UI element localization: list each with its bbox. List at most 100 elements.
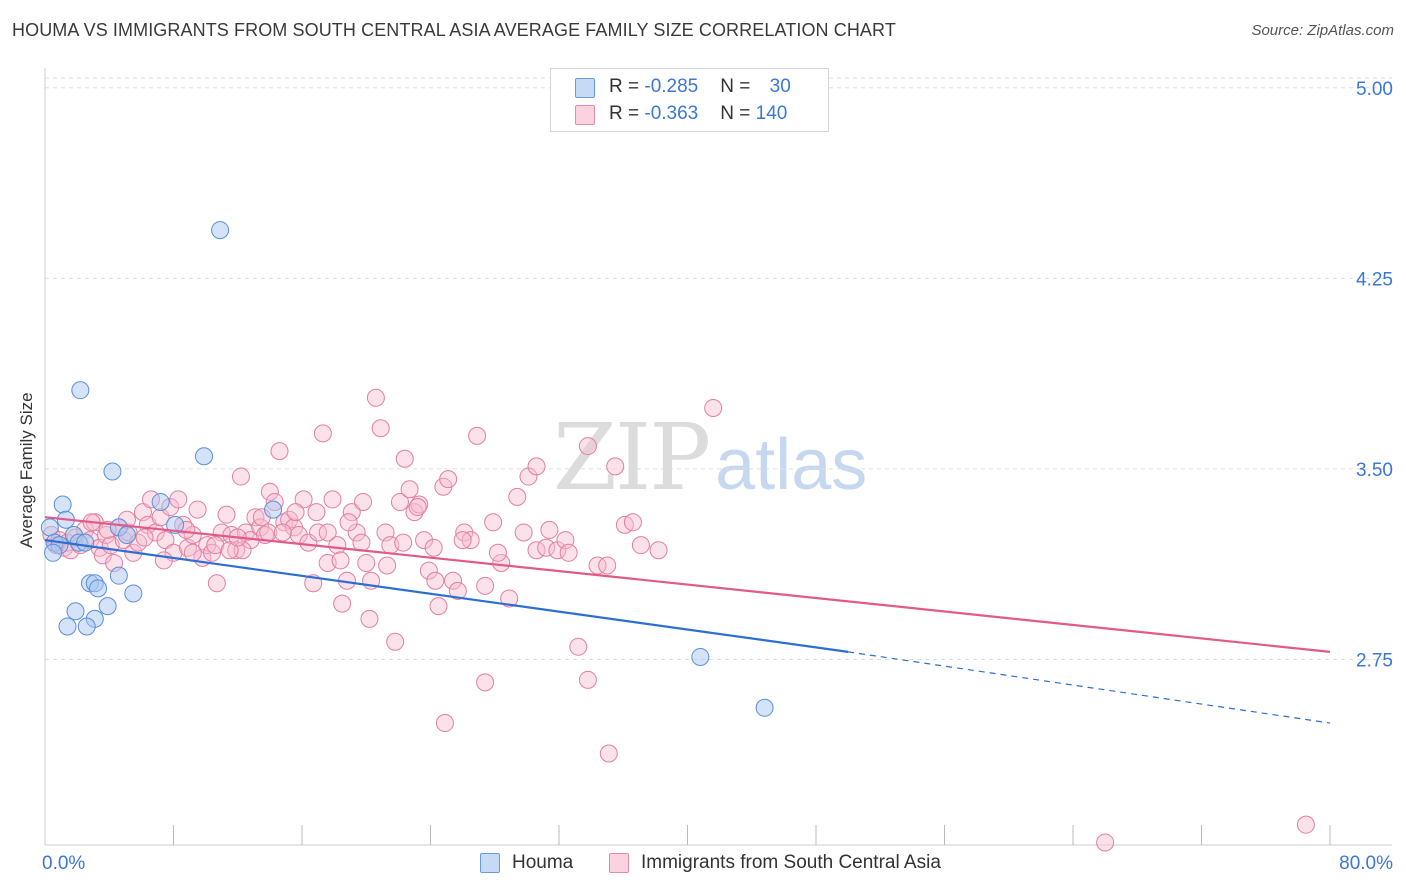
- data-point-sca: [135, 528, 154, 547]
- sca-swatch: [575, 105, 595, 125]
- data-point-sca: [246, 508, 265, 527]
- gridlines: [45, 77, 1392, 661]
- watermark-atlas: atlas: [715, 425, 868, 505]
- data-point-houma: [264, 500, 283, 519]
- data-point-houma: [755, 698, 774, 717]
- data-point-sca: [704, 398, 723, 417]
- data-point-sca: [323, 490, 342, 509]
- data-point-houma: [211, 221, 230, 240]
- data-point-sca: [623, 513, 642, 532]
- r-value-houma: -0.285: [644, 76, 699, 97]
- data-point-sca: [331, 551, 350, 570]
- n-label: N =: [720, 103, 756, 124]
- data-point-sca: [598, 556, 617, 575]
- houma-legend-label: Houma: [512, 852, 574, 873]
- n-label: N =: [720, 76, 756, 97]
- data-point-sca: [492, 553, 511, 572]
- data-point-sca: [299, 533, 318, 552]
- trend-line-houma-extension: [848, 651, 1331, 724]
- data-point-sca: [309, 523, 328, 542]
- sca-legend-swatch: [609, 853, 629, 873]
- r-value-sca: -0.363: [644, 103, 699, 124]
- data-point-sca: [394, 533, 413, 552]
- data-point-houma: [89, 579, 108, 598]
- trend-line-sca: [44, 516, 1331, 653]
- data-point-sca: [333, 594, 352, 613]
- data-point-sca: [390, 492, 409, 511]
- data-point-sca: [400, 480, 419, 499]
- y-axis-label-wrap: Average Family Size: [17, 392, 37, 728]
- data-point-sca: [328, 536, 347, 555]
- data-point-sca: [631, 536, 650, 555]
- data-point-sca: [217, 505, 236, 524]
- data-point-sca: [154, 551, 173, 570]
- data-point-sca: [514, 523, 533, 542]
- y-axis-label: Average Family Size: [17, 392, 36, 548]
- data-point-sca: [273, 523, 292, 542]
- watermark: ZIPatlas: [553, 404, 867, 511]
- data-point-sca: [508, 487, 527, 506]
- data-point-houma: [71, 381, 90, 400]
- data-point-sca: [559, 543, 578, 562]
- data-point-sca: [439, 470, 458, 489]
- data-point-houma: [117, 526, 136, 544]
- sca-legend-label: Immigrants from South Central Asia: [641, 852, 941, 873]
- y-tick-label: 4.25: [1356, 269, 1393, 290]
- data-point-houma: [195, 447, 214, 466]
- data-point-sca: [500, 589, 519, 608]
- data-point-sca: [286, 503, 305, 522]
- data-point-sca: [419, 561, 438, 580]
- data-point-sca: [527, 457, 546, 476]
- data-point-sca: [318, 523, 337, 542]
- r-label: R =: [609, 103, 645, 124]
- data-point-sca: [188, 500, 207, 519]
- data-point-sca: [453, 531, 472, 550]
- data-point-sca: [540, 520, 559, 539]
- y-tick-label: 3.50: [1356, 460, 1393, 481]
- data-point-houma: [151, 492, 170, 511]
- data-point-sca: [342, 503, 361, 522]
- data-point-houma: [66, 602, 85, 621]
- data-point-houma: [109, 566, 128, 585]
- data-point-sca: [569, 637, 588, 656]
- data-point-sca: [435, 714, 454, 733]
- data-point-houma: [58, 617, 77, 636]
- tick-labels: 2.75 3.50 4.25 5.00 0.0% 80.0%: [42, 79, 1393, 874]
- data-point-sca: [1096, 833, 1115, 852]
- data-point-sca: [360, 609, 379, 628]
- data-point-sca: [354, 492, 373, 511]
- data-point-sca: [484, 513, 503, 532]
- data-point-sca: [606, 457, 625, 476]
- data-point-sca: [371, 419, 390, 438]
- data-point-houma: [166, 515, 185, 534]
- data-point-houma: [44, 543, 63, 562]
- data-point-sca: [206, 536, 225, 555]
- y-tick-label: 2.75: [1356, 651, 1393, 672]
- data-point-sca: [294, 490, 313, 509]
- data-point-sca: [488, 543, 507, 562]
- data-point-sca: [426, 571, 445, 590]
- data-point-sca: [476, 673, 495, 692]
- data-point-sca: [415, 531, 434, 550]
- data-point-sca: [395, 449, 414, 468]
- data-point-sca: [357, 553, 376, 572]
- data-point-sca: [468, 426, 487, 445]
- houma-legend-swatch: [480, 853, 500, 873]
- data-point-sca: [578, 437, 597, 456]
- data-point-houma: [77, 617, 96, 636]
- data-point-sca: [429, 597, 448, 616]
- data-point-houma: [124, 584, 143, 603]
- data-point-sca: [378, 556, 397, 575]
- data-point-sca: [352, 533, 371, 552]
- data-point-sca: [443, 571, 462, 590]
- data-point-sca: [386, 632, 405, 651]
- x-tick-label: 80.0%: [1339, 853, 1393, 874]
- y-tick-label: 5.00: [1356, 79, 1393, 100]
- data-point-houma: [98, 597, 117, 616]
- axes: [44, 68, 1392, 846]
- data-point-sca: [588, 556, 607, 575]
- x-tick-label: 0.0%: [42, 853, 85, 874]
- chart-title: HOUMA VS IMMIGRANTS FROM SOUTH CENTRAL A…: [12, 20, 896, 40]
- data-point-sca: [307, 503, 326, 522]
